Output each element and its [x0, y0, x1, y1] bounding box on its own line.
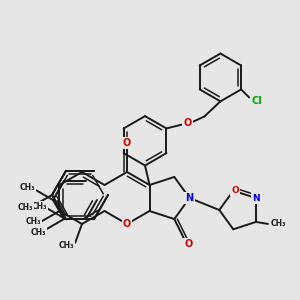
Text: O: O	[231, 186, 239, 195]
Text: N: N	[252, 194, 260, 202]
Text: O: O	[183, 118, 191, 128]
Text: CH₃: CH₃	[270, 219, 286, 228]
Text: CH₃: CH₃	[58, 241, 74, 250]
Text: O: O	[123, 138, 131, 148]
Text: CH₃: CH₃	[30, 228, 46, 237]
Text: CH₃: CH₃	[31, 202, 47, 211]
Text: CH₃: CH₃	[17, 203, 33, 212]
Text: CH₃: CH₃	[26, 217, 41, 226]
Text: O: O	[184, 239, 192, 249]
Text: CH₃: CH₃	[19, 182, 35, 191]
Text: O: O	[123, 219, 131, 229]
Text: N: N	[185, 193, 194, 203]
Text: Cl: Cl	[252, 96, 262, 106]
